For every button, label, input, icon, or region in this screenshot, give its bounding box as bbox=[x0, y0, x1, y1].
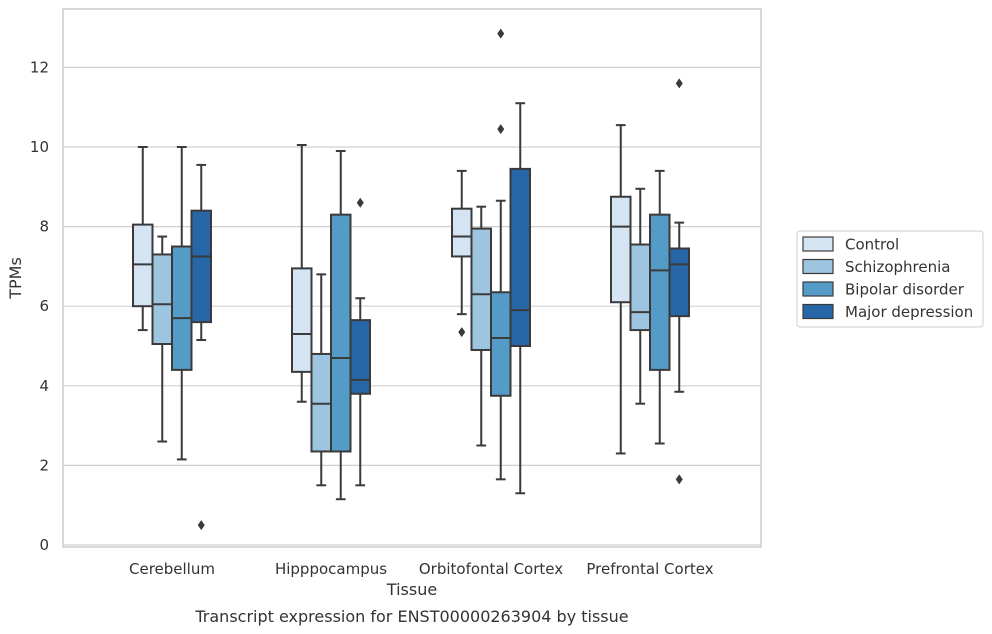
box-0-0 bbox=[132, 146, 154, 332]
legend-swatch-2 bbox=[802, 281, 834, 297]
legend: Control Schizophrenia Bipolar disorder Majo… bbox=[796, 230, 984, 328]
box-body bbox=[349, 319, 371, 395]
outlier-0 bbox=[497, 124, 505, 135]
box-body bbox=[668, 247, 690, 318]
box-3-1 bbox=[349, 197, 371, 487]
y-tick-label-0: 0 bbox=[39, 536, 49, 554]
outlier-0 bbox=[197, 520, 205, 531]
box-body bbox=[490, 291, 512, 397]
box-1-3 bbox=[629, 187, 651, 405]
y-tick-label-4: 4 bbox=[39, 377, 49, 395]
legend-swatch-0 bbox=[802, 236, 834, 252]
box-1-0 bbox=[151, 235, 173, 443]
legend-label-0: Control bbox=[845, 236, 899, 254]
y-tick-label-10: 10 bbox=[30, 138, 49, 156]
legend-label-2: Bipolar disorder bbox=[845, 281, 965, 299]
box-body bbox=[291, 267, 313, 373]
box-body bbox=[190, 209, 212, 324]
outlier-1 bbox=[497, 28, 505, 39]
box-body bbox=[649, 213, 671, 371]
box-body bbox=[509, 167, 531, 347]
y-tick-label-8: 8 bbox=[39, 218, 49, 236]
legend-label-3: Major depression bbox=[845, 303, 973, 321]
x-tick-label-3: Prefrontal Cortex bbox=[586, 560, 713, 578]
box-3-3 bbox=[668, 78, 690, 485]
box-3-0 bbox=[190, 163, 212, 531]
x-tick-label-2: Orbitofontal Cortex bbox=[419, 560, 563, 578]
box-body bbox=[610, 195, 632, 304]
outlier-0 bbox=[675, 474, 683, 485]
box-body bbox=[470, 227, 492, 351]
legend-swatch-1 bbox=[802, 258, 834, 275]
box-0-3 bbox=[610, 124, 632, 455]
y-tick-labels: 0 2 4 6 8 10 12 bbox=[30, 58, 49, 554]
box-body bbox=[629, 243, 651, 332]
box-1-1 bbox=[310, 273, 332, 487]
box-2-0 bbox=[171, 146, 193, 461]
box-body bbox=[451, 207, 473, 258]
outlier-0 bbox=[356, 197, 364, 208]
box-2-2 bbox=[490, 28, 512, 481]
y-tick-label-12: 12 bbox=[30, 58, 49, 76]
y-tick-label-2: 2 bbox=[39, 456, 49, 474]
outlier-1 bbox=[675, 78, 683, 89]
x-axis-label: Tissue bbox=[386, 580, 437, 599]
figure-caption: Transcript expression for ENST0000026390… bbox=[194, 607, 628, 626]
box-3-2 bbox=[509, 102, 531, 495]
box-body bbox=[151, 253, 173, 346]
x-tick-labels: Cerebellum Hipppocampus Orbitofontal Corte… bbox=[129, 560, 714, 578]
box-2-3 bbox=[649, 169, 671, 445]
y-tick-label-6: 6 bbox=[39, 297, 49, 315]
box-0-1 bbox=[291, 144, 313, 403]
outlier-0 bbox=[458, 327, 466, 338]
x-tick-label-0: Cerebellum bbox=[129, 560, 215, 578]
legend-swatch-3 bbox=[802, 303, 834, 320]
plot-frame bbox=[62, 8, 762, 548]
x-tick-label-1: Hipppocampus bbox=[275, 560, 387, 578]
box-0-2 bbox=[451, 169, 473, 338]
y-axis-label: TPMs bbox=[6, 257, 25, 300]
box-body bbox=[330, 213, 352, 453]
legend-frame bbox=[796, 230, 984, 328]
box-body bbox=[171, 245, 193, 371]
boxes bbox=[132, 28, 690, 531]
legend-label-1: Schizophrenia bbox=[845, 258, 950, 276]
box-1-2 bbox=[470, 205, 492, 447]
box-2-1 bbox=[330, 149, 352, 501]
